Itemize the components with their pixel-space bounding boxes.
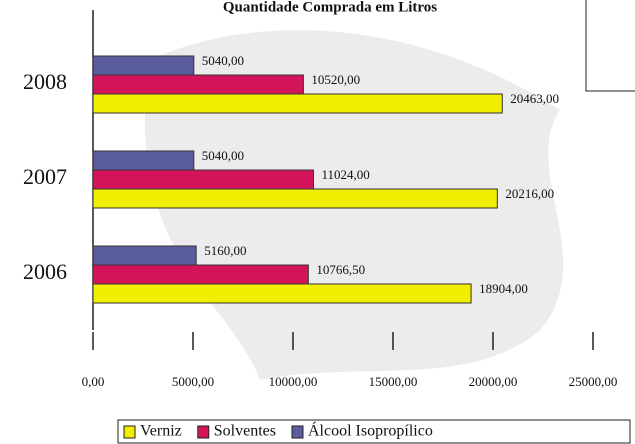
bar (93, 246, 196, 265)
bar (93, 284, 471, 303)
value-label: 20463,00 (510, 91, 559, 106)
chart: Quantidade Comprada em Litros 0,00 5000,0… (0, 0, 635, 444)
bar (93, 265, 308, 284)
legend-swatch (198, 426, 209, 438)
x-tick-label: 15000,00 (369, 374, 418, 389)
bar (93, 75, 303, 94)
y-tick-label: 2006 (23, 259, 67, 284)
legend-label: Solventes (214, 423, 276, 440)
value-label: 11024,00 (321, 167, 369, 182)
value-label: 5040,00 (202, 53, 244, 68)
value-label: 5160,00 (204, 243, 246, 258)
bar (93, 94, 502, 113)
y-tick-label: 2007 (23, 164, 67, 189)
corner-box (586, 0, 635, 91)
bar (93, 170, 313, 189)
x-tick-label: 5000,00 (172, 374, 214, 389)
bar (93, 151, 194, 170)
y-tick-label: 2008 (23, 69, 67, 94)
legend-label: Verniz (140, 423, 182, 440)
x-tick-label: 10000,00 (269, 374, 318, 389)
value-label: 20216,00 (505, 186, 554, 201)
legend-swatch (124, 426, 135, 438)
value-label: 5040,00 (202, 148, 244, 163)
x-tick-label: 25000,00 (569, 374, 618, 389)
value-label: 18904,00 (479, 281, 528, 296)
chart-title: Quantidade Comprada em Litros (223, 0, 437, 15)
bar (93, 189, 497, 208)
legend-label: Álcool Isopropílico (308, 421, 433, 440)
x-tick-label: 20000,00 (469, 374, 518, 389)
legend-swatch (292, 426, 303, 438)
value-label: 10766,50 (316, 262, 365, 277)
x-tick-label: 0,00 (82, 374, 105, 389)
bar (93, 56, 194, 75)
value-label: 10520,00 (311, 72, 360, 87)
